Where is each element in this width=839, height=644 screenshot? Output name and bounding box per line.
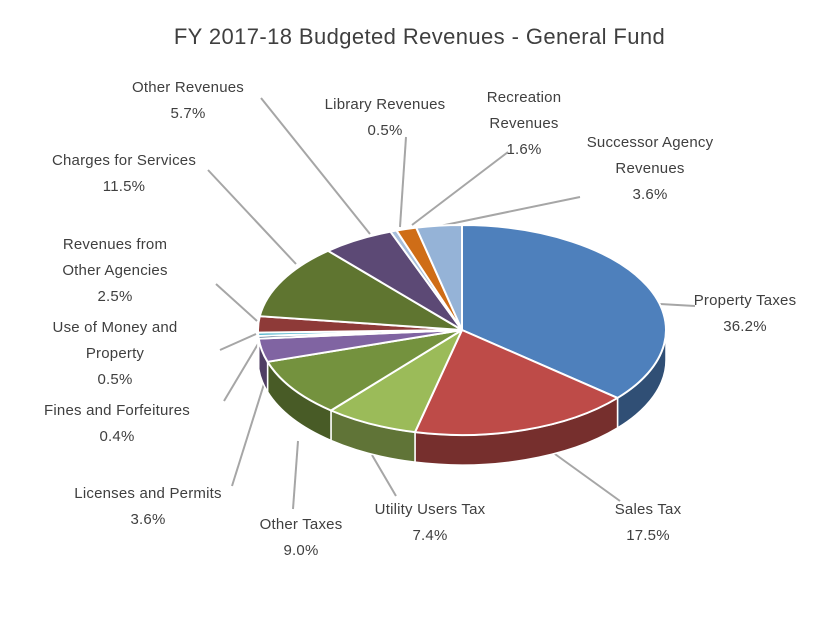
pie-slice xyxy=(415,224,463,331)
leader-line xyxy=(411,151,509,226)
leader-line xyxy=(223,343,259,402)
leader-line xyxy=(371,454,397,497)
chart-title: FY 2017-18 Budgeted Revenues - General F… xyxy=(173,24,666,49)
leader-line xyxy=(219,333,257,351)
leader-line xyxy=(207,169,297,265)
leader-line xyxy=(439,196,581,227)
leader-line xyxy=(231,383,265,487)
leader-line xyxy=(399,136,407,228)
leader-line xyxy=(215,283,258,322)
pie-slice xyxy=(258,249,463,331)
pie-top-slices xyxy=(257,224,667,436)
leader-line xyxy=(260,97,371,235)
pie-slice xyxy=(461,224,667,399)
leader-line xyxy=(547,448,621,502)
pie-slice xyxy=(266,329,463,412)
leader-line xyxy=(292,440,299,510)
leader-line xyxy=(659,303,696,307)
pie-slice xyxy=(414,329,619,436)
leader-lines xyxy=(207,97,696,510)
